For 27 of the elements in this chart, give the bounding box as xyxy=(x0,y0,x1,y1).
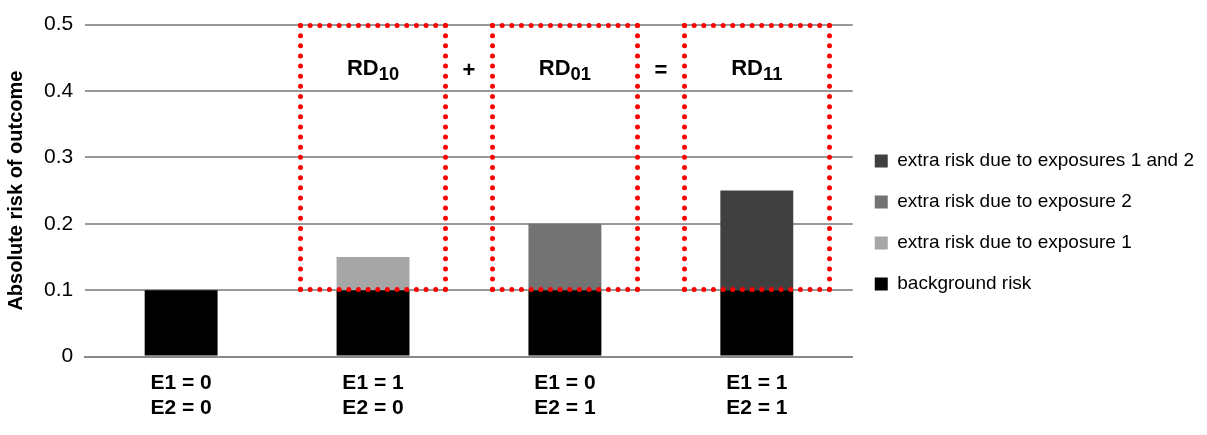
bar xyxy=(720,290,794,356)
bar xyxy=(720,190,794,291)
annotation: RD$_{11}$ xyxy=(731,54,783,85)
legend-label: extra risk due to exposure 2 xyxy=(897,190,1132,212)
y-tick-label: 0.1 xyxy=(43,277,74,300)
x-tick-label: E1 = 1 E2 = 1 xyxy=(726,370,788,419)
x-tick-label: E1 = 0 E2 = 0 xyxy=(150,370,212,419)
legend-label: extra risk due to exposure 1 xyxy=(897,231,1132,253)
annotation: RD$_{10}$ xyxy=(346,54,400,85)
bar xyxy=(528,223,602,291)
bar xyxy=(336,257,410,291)
annotation: + xyxy=(462,56,476,83)
bar xyxy=(144,290,218,356)
y-tick-label: 0 xyxy=(61,343,74,367)
y-tick-label: 0.2 xyxy=(43,210,74,234)
legend-label: extra risk due to exposures 1 and 2 xyxy=(897,149,1195,171)
x-tick-label: E1 = 0 E2 = 1 xyxy=(534,370,596,419)
y-tick-label: 0.3 xyxy=(43,144,74,168)
bar xyxy=(336,290,410,356)
bar xyxy=(528,290,602,356)
x-tick-label: E1 = 1 E2 = 0 xyxy=(342,370,404,419)
y-tick-label: 0.5 xyxy=(43,11,74,35)
y-tick-label: 0.4 xyxy=(43,77,74,101)
y-axis-title: Absolute risk of outcome xyxy=(3,70,26,311)
legend-label: background risk xyxy=(897,272,1032,294)
annotation: RD$_{01}$ xyxy=(538,54,591,85)
annotation: = xyxy=(654,56,668,83)
